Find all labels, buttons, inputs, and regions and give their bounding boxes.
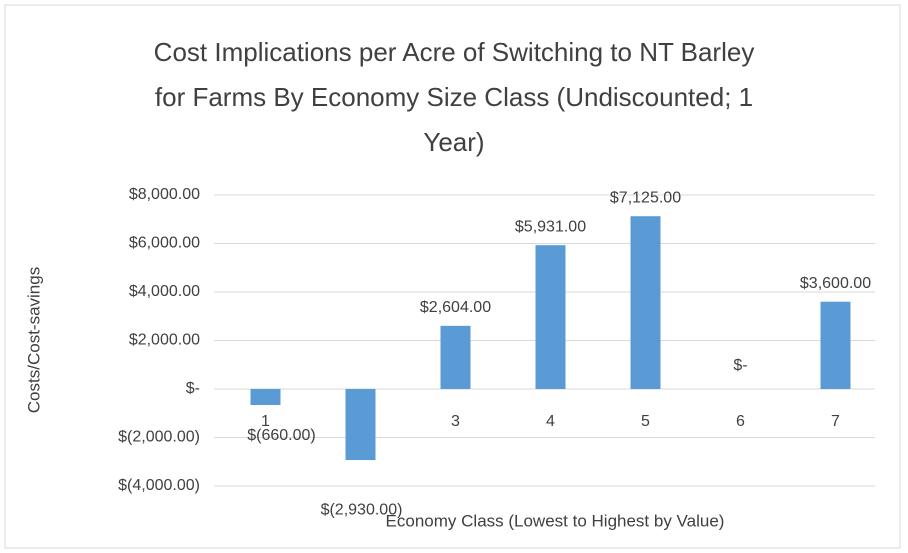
value-label: $- xyxy=(733,357,747,374)
chart-title: Cost Implications per Acre of Switching … xyxy=(153,37,755,157)
value-label: $5,931.00 xyxy=(515,218,586,235)
bar xyxy=(820,301,851,389)
y-tick-label: $(4,000.00) xyxy=(118,477,200,494)
value-label: $7,125.00 xyxy=(610,189,681,206)
x-tick-label: 1 xyxy=(261,413,270,430)
y-tick-label: $2,000.00 xyxy=(129,332,200,349)
value-label: $2,604.00 xyxy=(420,299,491,316)
value-label: $(660.00) xyxy=(247,427,316,444)
y-tick-label: $8,000.00 xyxy=(129,186,200,203)
y-tick-label: $4,000.00 xyxy=(129,283,200,300)
x-tick-label: 7 xyxy=(831,413,840,430)
x-axis-label: Economy Class (Lowest to Highest by Valu… xyxy=(386,511,725,530)
bar xyxy=(345,389,376,461)
x-tick-label: 5 xyxy=(641,413,650,430)
y-axis-label: Costs/Cost-savings xyxy=(24,267,43,413)
x-tick-label: 3 xyxy=(451,413,460,430)
x-tick-label: 4 xyxy=(546,413,555,430)
chart-border xyxy=(4,4,901,549)
x-tick-label: 6 xyxy=(736,413,745,430)
value-label: $3,600.00 xyxy=(800,275,871,292)
y-tick-label: $(2,000.00) xyxy=(118,429,200,446)
bar xyxy=(630,216,661,389)
y-tick-label: $- xyxy=(186,380,200,397)
value-label: $(2,930.00) xyxy=(321,501,403,518)
y-tick-label: $6,000.00 xyxy=(129,235,200,252)
bar xyxy=(440,325,471,389)
bar xyxy=(535,245,566,389)
bar xyxy=(250,389,281,406)
